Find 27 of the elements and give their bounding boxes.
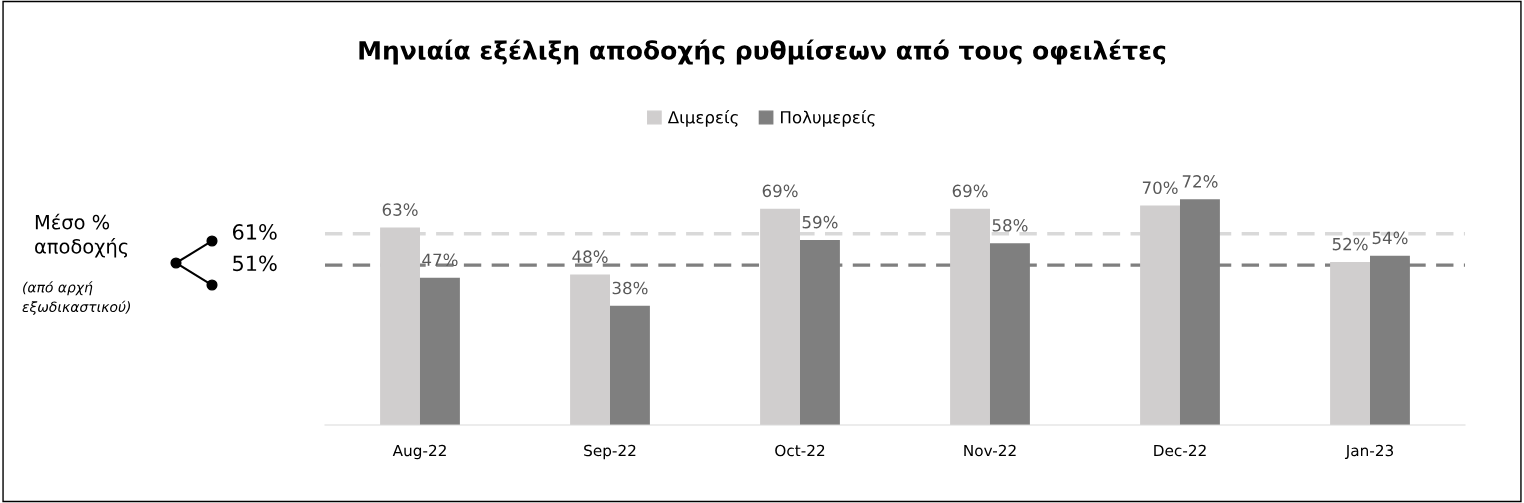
data-label: 59% xyxy=(802,215,838,229)
x-tick-label: Oct-22 xyxy=(775,444,825,457)
data-label: 38% xyxy=(612,281,648,295)
data-label: 72% xyxy=(1182,175,1218,188)
data-label: 69% xyxy=(762,184,798,198)
x-tick-label: Dec-22 xyxy=(1154,444,1206,457)
x-tick-label: Jan-23 xyxy=(1344,444,1394,460)
bar xyxy=(610,305,650,425)
data-label: 58% xyxy=(992,219,1028,232)
ref-line-label: 51% xyxy=(233,255,277,272)
text: (από αρχή εξωδικαστικού) xyxy=(22,281,131,315)
ref-line-label: 61% xyxy=(232,224,277,240)
data-label: 69% xyxy=(952,184,988,198)
text: Μέσο % αποδοχής xyxy=(35,213,128,258)
legend-label: Πολυμερείς xyxy=(781,110,875,127)
data-label: 70% xyxy=(1142,181,1178,194)
chart-title: Μηνιαία εξέλιξη αποδοχής ρυθμίσεων από τους οφειλέτες xyxy=(359,39,1166,65)
data-label: 47% xyxy=(422,253,458,267)
data-label: 48% xyxy=(572,250,608,263)
x-tick-label: Nov-22 xyxy=(964,444,1016,457)
data-label: 63% xyxy=(382,203,418,216)
data-label: 52% xyxy=(1332,237,1368,251)
x-tick-label: Aug-22 xyxy=(392,444,446,460)
data-label: 54% xyxy=(1372,231,1408,245)
legend-label: Διμερείς xyxy=(667,110,738,127)
bar xyxy=(420,277,460,425)
x-tick-label: Sep-22 xyxy=(584,444,636,460)
